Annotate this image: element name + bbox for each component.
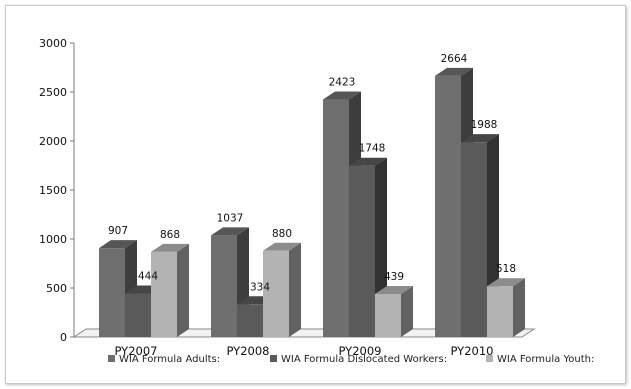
bar-front — [99, 248, 125, 337]
bar-front — [323, 99, 349, 338]
bar-front — [375, 293, 401, 337]
bar-top — [263, 242, 301, 251]
bar-front — [435, 75, 461, 337]
y-tick-label: 1000 — [39, 233, 67, 246]
bar — [375, 285, 413, 337]
data-label: 1988 — [471, 119, 498, 131]
legend-label: WIA Formula Adults: — [119, 354, 220, 365]
data-label: 334 — [250, 281, 270, 293]
data-label: 2664 — [441, 53, 468, 65]
bar-chart: 0 500 1000 1500 2000 2500 3000 907 444 868 1037 33… — [39, 37, 594, 365]
bars — [99, 67, 525, 338]
x-tick-label: PY2010 — [451, 344, 494, 358]
bar-front — [461, 142, 487, 337]
bar-top — [151, 243, 189, 252]
bar-top — [211, 227, 249, 236]
bar-front — [211, 235, 237, 337]
bar-front — [487, 286, 513, 337]
y-tick-label: 3000 — [39, 37, 67, 50]
legend-swatch — [270, 355, 277, 362]
legend-item: WIA Formula Youth: — [486, 354, 594, 365]
legend-label: WIA Formula Youth: — [497, 354, 594, 365]
legend-item: WIA Formula Dislocated Workers: — [270, 354, 447, 365]
bar-top — [349, 157, 387, 166]
data-label: 518 — [496, 263, 516, 275]
bar-top — [461, 134, 499, 143]
data-label: 444 — [138, 270, 158, 282]
legend-item: WIA Formula Adults: — [108, 354, 220, 365]
y-tick-label: 2000 — [39, 135, 67, 148]
data-labels: 907 444 868 1037 334 880 2423 1748 439 2664 1988 51… — [108, 53, 516, 293]
bar-front — [263, 250, 289, 337]
bar-top — [323, 91, 361, 100]
bar-side — [401, 285, 413, 337]
x-axis: PY2007 PY2008 PY2009 PY2010 — [115, 344, 494, 358]
x-tick-label: PY2008 — [227, 344, 270, 358]
bar-side — [513, 278, 525, 337]
data-label: 439 — [384, 271, 404, 283]
data-label: 1748 — [359, 143, 386, 155]
y-tick-label: 2500 — [39, 86, 67, 99]
data-label: 1037 — [217, 212, 244, 224]
y-tick-label: 0 — [60, 331, 67, 344]
data-label: 907 — [108, 225, 128, 237]
bar-top — [99, 240, 137, 249]
y-tick-label: 1500 — [39, 184, 67, 197]
bar-top — [487, 278, 525, 287]
legend-swatch — [486, 355, 493, 362]
data-label: 2423 — [329, 77, 356, 89]
y-tick-label: 500 — [46, 282, 67, 295]
legend-label: WIA Formula Dislocated Workers: — [281, 354, 447, 365]
bar — [263, 242, 301, 337]
y-axis: 0 500 1000 1500 2000 2500 3000 — [39, 37, 75, 344]
data-label: 880 — [272, 228, 292, 240]
data-label: 868 — [160, 229, 180, 241]
bar — [487, 278, 525, 337]
legend-swatch — [108, 355, 115, 362]
bar-side — [289, 242, 301, 337]
bar-front — [151, 251, 177, 337]
bar-front — [349, 165, 375, 337]
x-tick-label: PY2009 — [339, 344, 382, 358]
bar-front — [125, 293, 151, 337]
bar-top — [435, 67, 473, 76]
legend: WIA Formula Adults: WIA Formula Dislocate… — [108, 354, 594, 365]
bar-side — [177, 243, 189, 337]
bar — [151, 243, 189, 337]
bar-top — [375, 285, 413, 294]
bar-front — [237, 304, 263, 337]
chart-frame: 0 500 1000 1500 2000 2500 3000 907 444 868 1037 33… — [5, 5, 626, 384]
x-tick-label: PY2007 — [115, 344, 158, 358]
